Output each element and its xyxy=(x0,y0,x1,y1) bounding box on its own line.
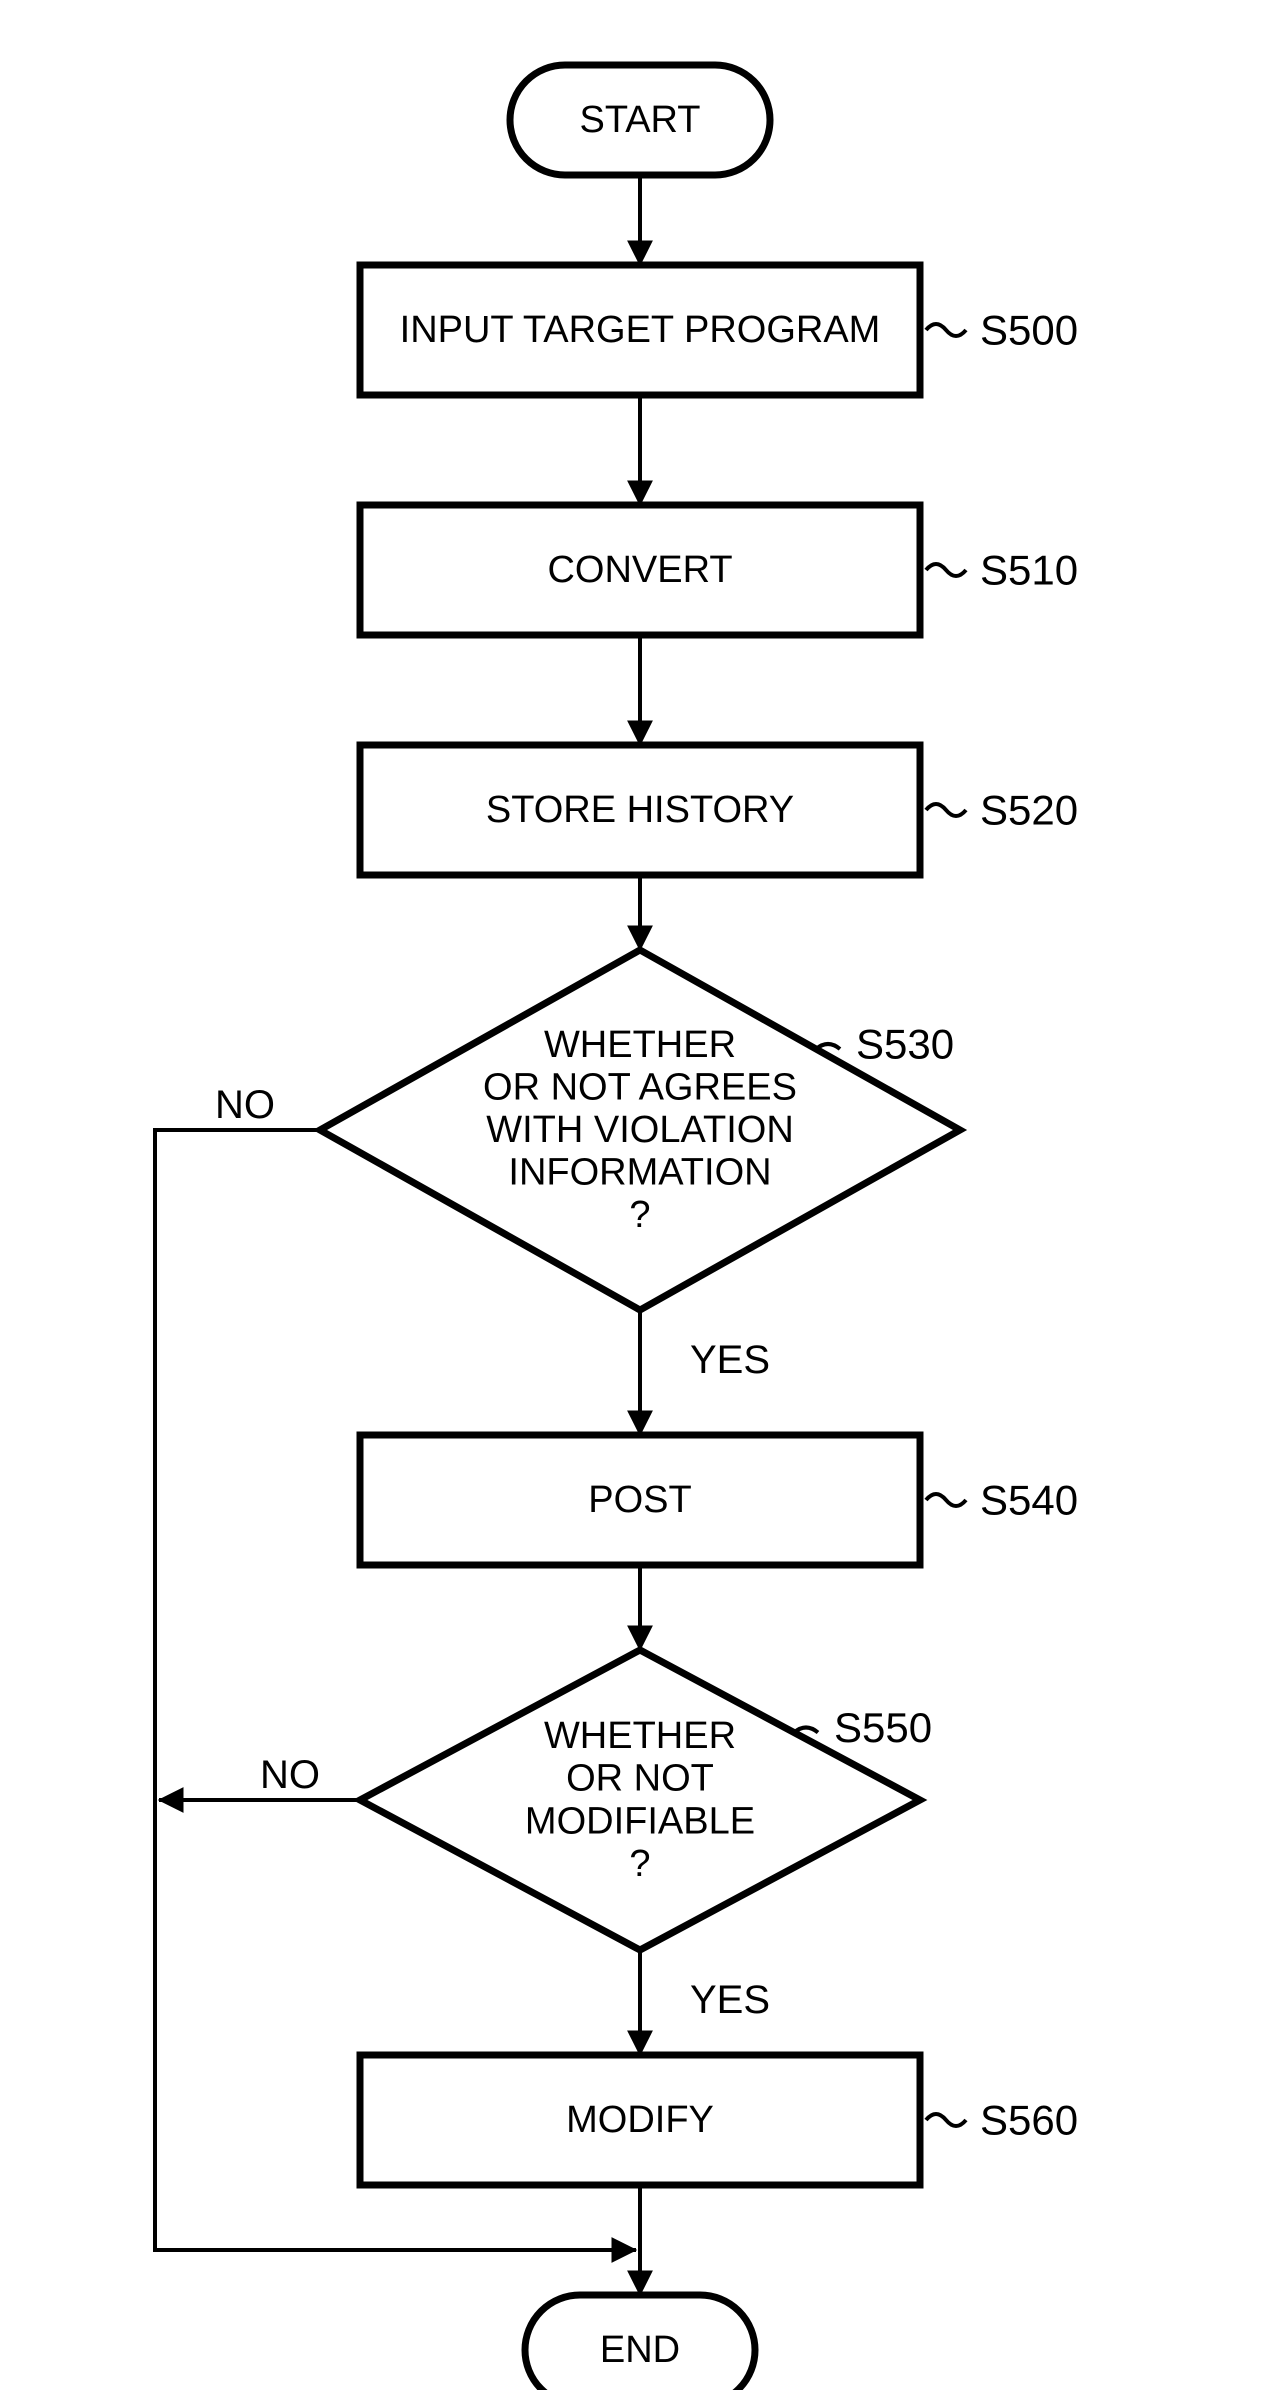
node-s550: WHETHEROR NOTMODIFIABLE?S550 xyxy=(360,1650,932,1950)
node-end: END xyxy=(525,2295,755,2390)
label-s520: S520 xyxy=(980,787,1078,834)
node-s560-text: MODIFY xyxy=(566,2099,714,2141)
node-s520: STORE HISTORY S520 xyxy=(360,745,1078,875)
node-start-text: START xyxy=(579,99,700,141)
node-s510: CONVERT S510 xyxy=(360,505,1078,635)
edge-s550-no-branch: NO xyxy=(260,1753,320,1797)
edge-s530-s540-branch: YES xyxy=(690,1338,770,1382)
edge-s530-no-branch: NO xyxy=(215,1083,275,1127)
label-s550: S550 xyxy=(834,1704,932,1751)
node-s540-text: POST xyxy=(588,1479,691,1521)
label-s540: S540 xyxy=(980,1477,1078,1524)
edge-s550-s560-branch: YES xyxy=(690,1978,770,2022)
node-s500-text: INPUT TARGET PROGRAM xyxy=(400,309,881,351)
node-s560: MODIFY S560 xyxy=(360,2055,1078,2185)
node-s540: POST S540 xyxy=(360,1435,1078,1565)
node-s500: INPUT TARGET PROGRAM S500 xyxy=(360,265,1078,395)
label-s500: S500 xyxy=(980,307,1078,354)
node-s520-text: STORE HISTORY xyxy=(486,789,794,831)
node-start: START xyxy=(510,65,770,175)
node-end-text: END xyxy=(600,2329,680,2371)
label-s530: S530 xyxy=(856,1021,954,1068)
node-s510-text: CONVERT xyxy=(547,549,732,591)
flowchart-svg: START INPUT TARGET PROGRAM S500 CONVERT S510… xyxy=(0,0,1279,2390)
node-s530: WHETHEROR NOT AGREESWITH VIOLATIONINFORM… xyxy=(320,950,960,1310)
label-s510: S510 xyxy=(980,547,1078,594)
label-s560: S560 xyxy=(980,2097,1078,2144)
